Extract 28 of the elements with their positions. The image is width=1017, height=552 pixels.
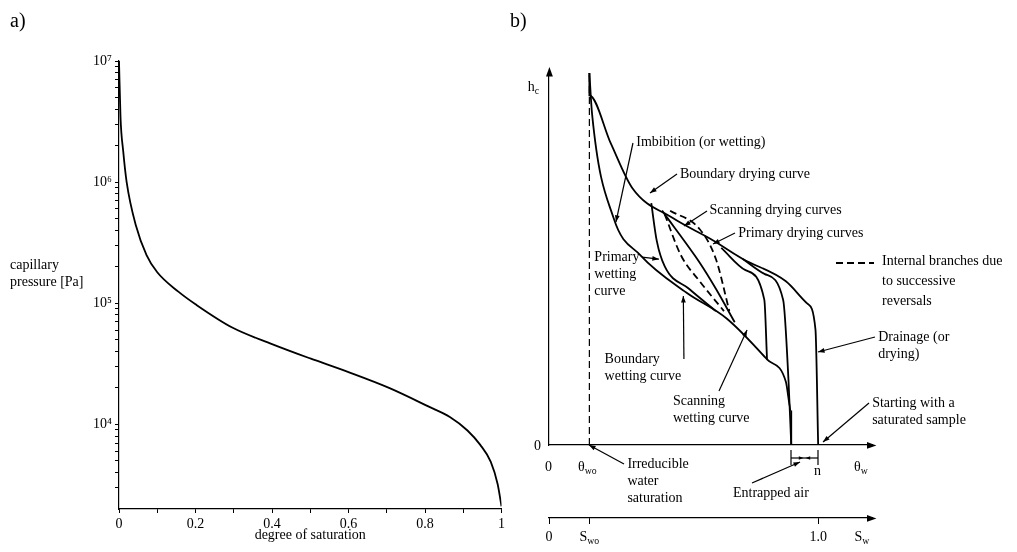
y-axis-title: capillary pressure [Pa] [10,256,84,289]
annotation: Scanning wetting curve [673,392,750,425]
annotation: Imbibition (or wetting) [636,134,766,151]
annotation: Primary drying curves [738,224,864,240]
y-tick-label: 10⁵ [93,294,113,310]
y-tick-label: 10⁷ [93,52,113,68]
x-tick-label: 1.0 [809,528,827,544]
text: 0 [545,458,552,474]
x-tick-label: 0.8 [416,516,434,532]
x-tick-label: 1 [498,516,505,532]
text: n [814,462,821,478]
annotation: Scanning drying curves [709,202,842,218]
annotation: Starting with a saturated sample [872,394,966,427]
annotation: Boundary wetting curve [604,350,682,383]
y-tick-label: 10⁴ [93,416,113,432]
chart-title: b) [510,9,527,33]
chart-title: a) [10,9,26,33]
annotation: Drainage (or drying) [878,328,950,362]
annotation: Boundary drying curve [680,165,810,181]
legend-label: Internal branches due to successive reversals [882,252,1003,308]
x-tick-label: 0.2 [186,516,205,532]
x-tick-label: 0 [115,516,123,532]
annotation: Primary wetting curve [594,248,640,298]
text: 0 [534,437,541,453]
annotation: Irreducible water saturation [627,455,689,505]
x-tick-label: 0 [545,528,553,544]
text: Entrapped air [733,484,810,500]
y-tick-label: 10⁶ [93,173,113,189]
